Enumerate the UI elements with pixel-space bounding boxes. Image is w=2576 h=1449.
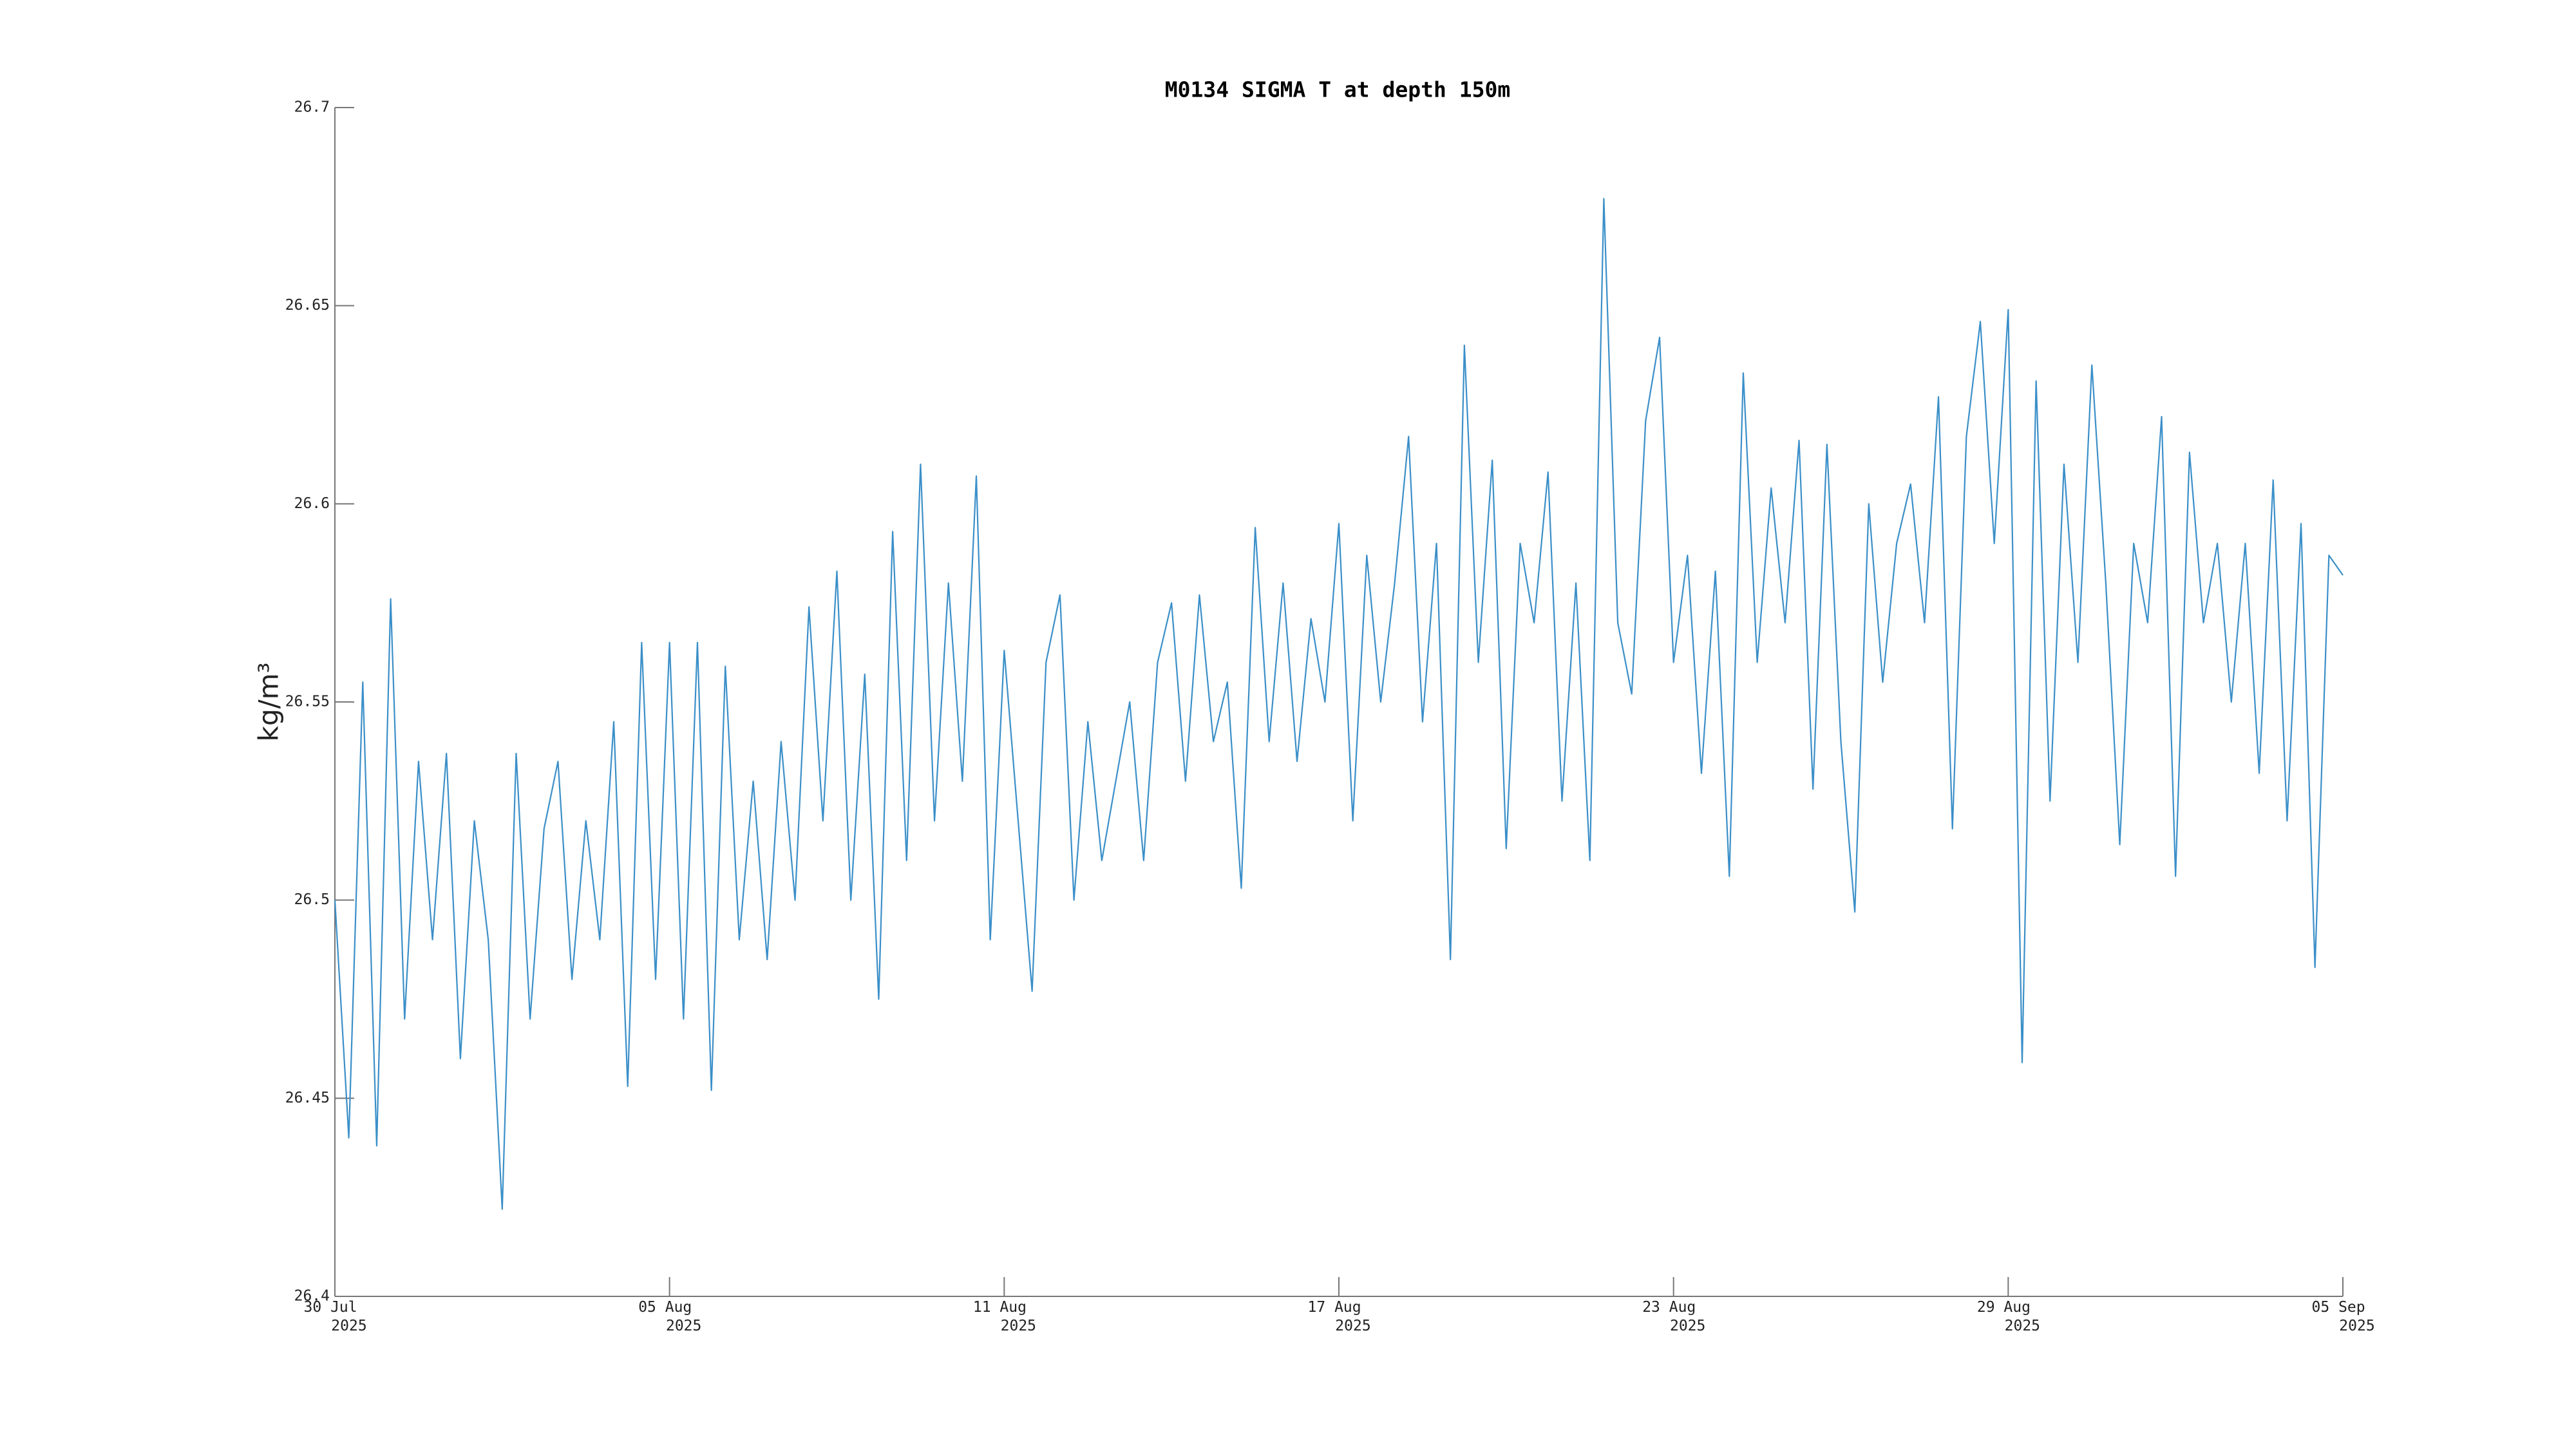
y-axis-label: kg/m³	[253, 663, 285, 742]
y-tick-label: 26.65	[285, 297, 330, 314]
y-tick-label: 26.6	[294, 495, 330, 512]
x-tick-label: 30 Jul 2025	[304, 1299, 367, 1334]
y-tick-label: 26.7	[294, 99, 330, 116]
y-tick-label: 26.45	[285, 1090, 330, 1106]
x-tick-label: 05 Aug 2025	[638, 1299, 701, 1334]
x-tick-label: 23 Aug 2025	[1642, 1299, 1705, 1334]
y-tick-label: 26.4	[294, 1288, 330, 1305]
y-tick-label: 26.55	[285, 694, 330, 710]
x-tick-label: 05 Sep 2025	[2312, 1299, 2375, 1334]
data-line	[334, 198, 2344, 1210]
x-tick-label: 11 Aug 2025	[973, 1299, 1036, 1334]
x-tick-label: 17 Aug 2025	[1308, 1299, 1371, 1334]
y-tick-label: 26.5	[294, 891, 330, 908]
x-tick-label: 29 Aug 2025	[1977, 1299, 2040, 1334]
chart-title: M0134 SIGMA T at depth 150m	[1165, 77, 1510, 102]
